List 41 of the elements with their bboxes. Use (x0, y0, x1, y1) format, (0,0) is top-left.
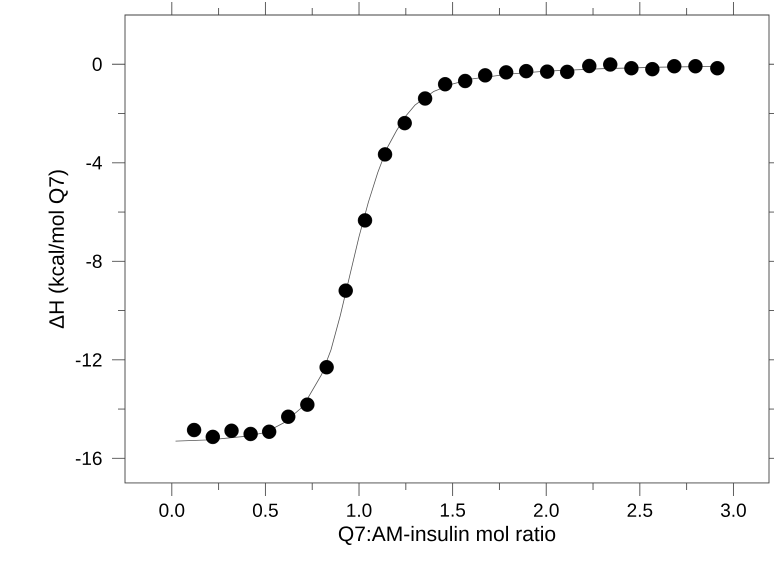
x-tick-label: 0.0 (159, 504, 184, 517)
point (206, 430, 220, 444)
point (603, 57, 618, 72)
point (582, 58, 596, 74)
x-tick-label: 2.0 (534, 504, 559, 517)
x-tick-label: 3.0 (720, 504, 746, 517)
y-tick-label: -12 (76, 353, 102, 366)
point (186, 422, 202, 438)
point (281, 410, 296, 424)
point (358, 213, 372, 228)
y-tick-label: 0 (92, 58, 102, 71)
y-axis-title: ΔH (kcal/mol Q7) (48, 170, 68, 328)
x-tick-label: 1.0 (347, 504, 372, 517)
x-axis-title: Q7:AM-insulin mol ratio (338, 526, 556, 546)
point (498, 65, 514, 80)
point (338, 283, 353, 298)
point (540, 64, 554, 79)
point (319, 360, 334, 374)
point (397, 116, 412, 130)
point (560, 64, 574, 80)
point (224, 424, 239, 438)
point (243, 426, 258, 442)
point (300, 397, 315, 412)
point (262, 424, 276, 439)
point (418, 91, 432, 106)
point (624, 60, 639, 76)
point (478, 68, 492, 83)
point (710, 60, 725, 76)
point (458, 74, 472, 88)
point (688, 59, 703, 74)
y-tick-label: -4 (86, 156, 102, 170)
point (667, 59, 682, 74)
point (378, 147, 392, 162)
point (518, 64, 534, 78)
point (645, 62, 660, 76)
y-tick-label: -16 (76, 452, 102, 466)
x-tick-label: 2.5 (628, 504, 652, 517)
x-tick-label: 1.5 (440, 504, 466, 517)
x-tick-label: 0.5 (252, 504, 278, 517)
point (438, 77, 452, 92)
y-tick-label: -8 (86, 254, 102, 268)
